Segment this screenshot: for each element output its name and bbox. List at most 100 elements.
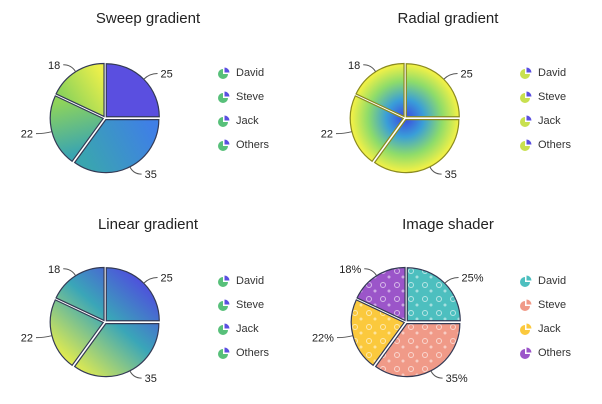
pie-slice-steve[interactable] — [373, 119, 460, 174]
leader-line — [336, 335, 353, 339]
legend-pie-icon — [218, 67, 230, 79]
legend-label: Others — [538, 139, 572, 151]
chart-title: Linear gradient — [97, 216, 199, 233]
legend-item-others[interactable]: Others — [520, 347, 571, 359]
legend-label: David — [236, 275, 265, 287]
pie-slice-steve[interactable] — [73, 323, 160, 378]
legend-item-david[interactable]: David — [218, 275, 264, 287]
data-label: 22% — [312, 333, 334, 345]
data-label: 25 — [161, 68, 173, 80]
legend-label: Others — [236, 347, 270, 359]
chart-title: Image shader — [402, 216, 494, 233]
pie-slice-david[interactable] — [405, 63, 460, 118]
legend-pie-icon — [218, 299, 230, 311]
legend-pie-icon — [520, 115, 532, 127]
legend-item-steve[interactable]: Steve — [218, 299, 264, 311]
data-label: 18 — [348, 60, 360, 72]
data-label: 35% — [446, 373, 468, 385]
legend-item-steve[interactable]: Steve — [520, 299, 566, 311]
legend-item-jack[interactable]: Jack — [520, 115, 561, 127]
legend-item-jack[interactable]: Jack — [218, 323, 259, 335]
chart-title: Sweep gradient — [95, 10, 201, 27]
data-label: 25 — [161, 272, 173, 284]
legend-label: Steve — [236, 299, 265, 311]
legend-item-david[interactable]: David — [520, 275, 566, 287]
leader-line — [363, 64, 376, 72]
pie-slice-jack[interactable] — [349, 95, 405, 163]
pie-slice-steve[interactable] — [73, 119, 160, 174]
data-label: 18 — [48, 264, 60, 276]
legend-label: Others — [538, 347, 572, 359]
legend-label: Jack — [236, 323, 259, 335]
legend-label: David — [538, 275, 567, 287]
leader-line — [429, 166, 442, 175]
leader-line — [143, 72, 158, 80]
legend-pie-icon — [218, 323, 230, 335]
pie-slice-jack[interactable] — [350, 299, 406, 367]
legend-label: Steve — [538, 299, 567, 311]
legend-label: Jack — [236, 115, 259, 127]
pie-slice-others[interactable] — [356, 266, 406, 322]
leader-line — [444, 276, 459, 284]
legend-pie-icon — [218, 139, 230, 151]
chart-title: Radial gradient — [397, 10, 499, 27]
data-label: 22 — [21, 333, 33, 345]
legend-item-david[interactable]: David — [520, 67, 566, 79]
legend-item-steve[interactable]: Steve — [520, 91, 566, 103]
legend-pie-icon — [218, 91, 230, 103]
legend-item-steve[interactable]: Steve — [218, 91, 264, 103]
leader-line — [129, 166, 142, 175]
legend-item-others[interactable]: Others — [218, 139, 269, 151]
data-label: 18% — [339, 264, 361, 276]
legend-pie-icon — [218, 347, 230, 359]
legend-item-jack[interactable]: Jack — [520, 323, 561, 335]
legend-item-others[interactable]: Others — [218, 347, 269, 359]
legend-item-jack[interactable]: Jack — [218, 115, 259, 127]
pie-slice-others[interactable] — [355, 62, 405, 118]
legend-label: David — [236, 67, 265, 79]
leader-line — [63, 268, 76, 276]
legend-pie-icon — [520, 91, 532, 103]
legend-label: Others — [236, 139, 270, 151]
data-label: 18 — [48, 60, 60, 72]
legend-pie-icon — [520, 139, 532, 151]
leader-line — [63, 64, 76, 72]
pie-slice-others[interactable] — [55, 266, 105, 322]
leader-line — [143, 276, 158, 284]
pie-slice-david[interactable] — [105, 267, 160, 322]
leader-line — [35, 131, 52, 135]
legend-label: Jack — [538, 115, 561, 127]
legend-pie-icon — [218, 275, 230, 287]
pie-slice-david[interactable] — [406, 267, 461, 322]
pie-slice-jack[interactable] — [49, 299, 105, 367]
legend-label: David — [538, 67, 567, 79]
leader-line — [364, 268, 377, 276]
legend-item-david[interactable]: David — [218, 67, 264, 79]
legend-pie-icon — [520, 323, 532, 335]
legend-pie-icon — [520, 347, 532, 359]
pie-slice-steve[interactable] — [374, 323, 461, 378]
data-label: 25% — [462, 272, 484, 284]
pie-slice-david[interactable] — [105, 63, 160, 118]
pie-slice-jack[interactable] — [49, 95, 105, 163]
legend-pie-icon — [520, 275, 532, 287]
leader-line — [335, 131, 352, 135]
legend-label: Steve — [538, 91, 567, 103]
data-label: 22 — [21, 129, 33, 141]
legend-label: Jack — [538, 323, 561, 335]
data-label: 35 — [145, 373, 157, 385]
legend-pie-icon — [520, 67, 532, 79]
leader-line — [129, 370, 142, 379]
leader-line — [35, 335, 52, 339]
leader-line — [430, 370, 443, 379]
leader-line — [443, 72, 458, 80]
legend-pie-icon — [218, 115, 230, 127]
legend-label: Steve — [236, 91, 265, 103]
data-label: 25 — [461, 68, 473, 80]
legend-pie-icon — [520, 299, 532, 311]
legend-item-others[interactable]: Others — [520, 139, 571, 151]
pie-slice-others[interactable] — [55, 62, 105, 118]
data-label: 22 — [321, 129, 333, 141]
